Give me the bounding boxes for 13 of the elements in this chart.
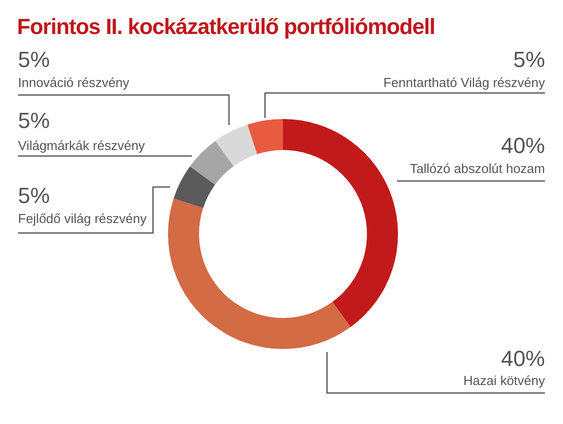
slice-label: Fenntartható Világ részvény bbox=[383, 75, 546, 90]
data-label: 40% bbox=[500, 133, 545, 158]
slice-label: Innováció részvény bbox=[18, 75, 130, 90]
chart-title: Forintos II. kockázatkerülő portfóliómodell bbox=[17, 14, 435, 39]
data-label: 5% bbox=[18, 183, 50, 208]
slice-label: Világmárkák részvény bbox=[18, 138, 146, 153]
data-label: 5% bbox=[513, 47, 545, 72]
data-label: 5% bbox=[18, 47, 50, 72]
slice-label: Fejlődő világ részvény bbox=[18, 211, 148, 226]
data-label: 5% bbox=[18, 108, 50, 133]
data-label: 40% bbox=[500, 346, 545, 371]
slice-label: Tallózó abszolút hozam bbox=[410, 161, 545, 176]
slice-label: Hazai kötvény bbox=[463, 373, 546, 388]
